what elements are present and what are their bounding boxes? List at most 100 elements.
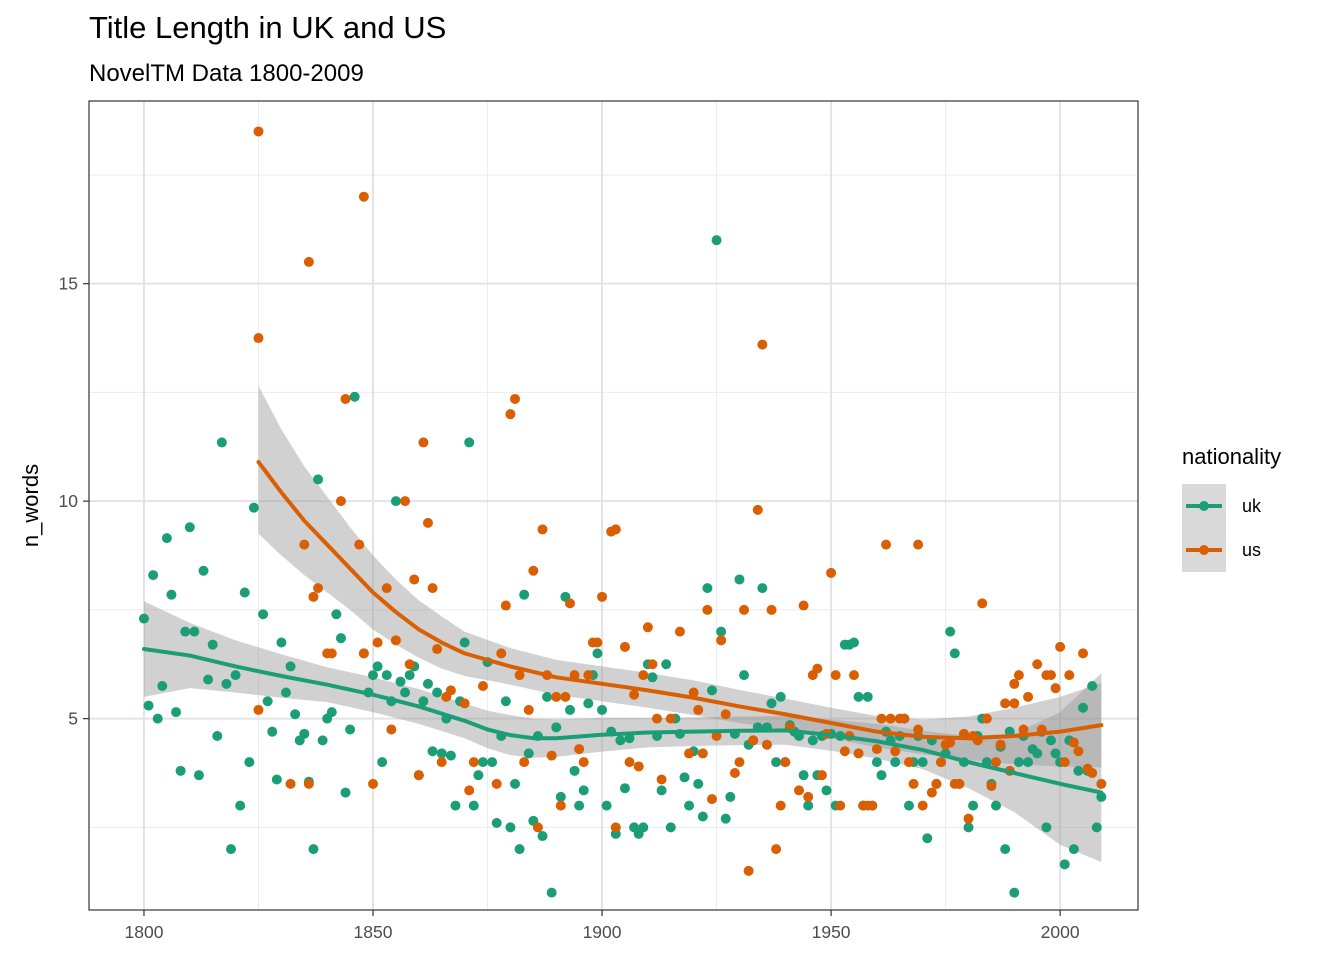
point-us xyxy=(1018,724,1029,735)
point-uk xyxy=(771,757,782,768)
point-us xyxy=(629,689,640,700)
point-uk xyxy=(313,474,324,485)
point-us xyxy=(624,757,635,768)
point-uk xyxy=(1096,791,1107,802)
point-us xyxy=(610,822,621,833)
point-us xyxy=(963,813,974,824)
point-uk xyxy=(171,707,182,718)
y-tick-label: 5 xyxy=(68,709,78,729)
point-uk xyxy=(917,757,928,768)
point-us xyxy=(729,767,740,778)
smooth-line-uk xyxy=(141,647,1104,795)
point-us xyxy=(1032,659,1043,670)
confidence-band-uk xyxy=(143,601,1102,863)
point-uk xyxy=(505,822,516,833)
point-uk xyxy=(766,698,777,709)
point-uk xyxy=(445,750,456,761)
point-us xyxy=(945,737,956,748)
point-uk xyxy=(903,800,914,811)
point-uk xyxy=(592,648,603,659)
point-us xyxy=(555,800,566,811)
point-uk xyxy=(821,785,832,796)
x-tick-label: 1850 xyxy=(354,922,393,942)
smooth-lines xyxy=(141,460,1104,795)
point-uk xyxy=(203,674,214,685)
point-uk xyxy=(166,589,177,600)
point-uk xyxy=(656,785,667,796)
point-us xyxy=(578,757,589,768)
point-us xyxy=(803,791,814,802)
point-uk xyxy=(207,639,218,650)
point-us xyxy=(702,604,713,615)
point-us xyxy=(890,746,901,757)
confidence-bands xyxy=(143,385,1102,863)
point-uk xyxy=(1059,859,1070,870)
point-uk xyxy=(546,887,557,898)
y-tick-label: 15 xyxy=(59,274,78,294)
point-us xyxy=(519,757,530,768)
point-uk xyxy=(615,735,626,746)
point-uk xyxy=(340,787,351,798)
point-us xyxy=(532,822,543,833)
point-us xyxy=(303,256,314,267)
point-us xyxy=(459,698,470,709)
point-us xyxy=(253,126,264,137)
point-uk xyxy=(803,800,814,811)
point-us xyxy=(839,746,850,757)
point-us xyxy=(253,333,264,344)
y-tick-label: 10 xyxy=(59,491,79,511)
point-us xyxy=(816,770,827,781)
point-us xyxy=(977,598,988,609)
point-uk xyxy=(1032,748,1043,759)
point-uk xyxy=(537,831,548,842)
axes: 1800 1850 1900 1950 2000 5 10 15 xyxy=(59,274,1080,942)
point-us xyxy=(633,761,644,772)
point-us xyxy=(500,600,511,611)
point-uk xyxy=(381,670,392,681)
point-uk xyxy=(143,700,154,711)
point-uk xyxy=(890,757,901,768)
point-uk xyxy=(1091,822,1102,833)
point-us xyxy=(468,757,479,768)
point-us xyxy=(574,744,585,755)
point-uk xyxy=(468,800,479,811)
point-uk xyxy=(267,726,278,737)
point-uk xyxy=(1078,702,1089,713)
x-tick-label: 1800 xyxy=(125,922,164,942)
point-us xyxy=(830,670,841,681)
point-uk xyxy=(175,765,186,776)
point-uk xyxy=(1045,735,1056,746)
point-us xyxy=(913,724,924,735)
point-uk xyxy=(619,783,630,794)
point-uk xyxy=(757,583,768,594)
point-uk xyxy=(775,691,786,702)
point-uk xyxy=(400,687,411,698)
point-uk xyxy=(377,757,388,768)
point-uk xyxy=(189,626,200,637)
point-us xyxy=(688,687,699,698)
point-us xyxy=(303,778,314,789)
point-us xyxy=(1023,691,1034,702)
point-uk xyxy=(271,774,282,785)
x-tick-label: 1900 xyxy=(583,922,622,942)
point-us xyxy=(1013,670,1024,681)
point-us xyxy=(1009,678,1020,689)
point-uk xyxy=(390,496,401,507)
point-uk xyxy=(157,681,168,692)
point-uk xyxy=(473,770,484,781)
point-uk xyxy=(1013,757,1024,768)
point-uk xyxy=(487,757,498,768)
point-us xyxy=(390,635,401,646)
point-us xyxy=(812,663,823,674)
point-uk xyxy=(661,659,672,670)
point-uk xyxy=(326,707,337,718)
point-us xyxy=(372,637,383,648)
point-us xyxy=(990,757,1001,768)
x-tick-label: 1950 xyxy=(812,922,851,942)
point-us xyxy=(537,524,548,535)
point-us xyxy=(477,681,488,692)
point-us xyxy=(354,539,365,550)
point-us xyxy=(876,713,887,724)
point-us xyxy=(583,670,594,681)
point-us xyxy=(381,583,392,594)
